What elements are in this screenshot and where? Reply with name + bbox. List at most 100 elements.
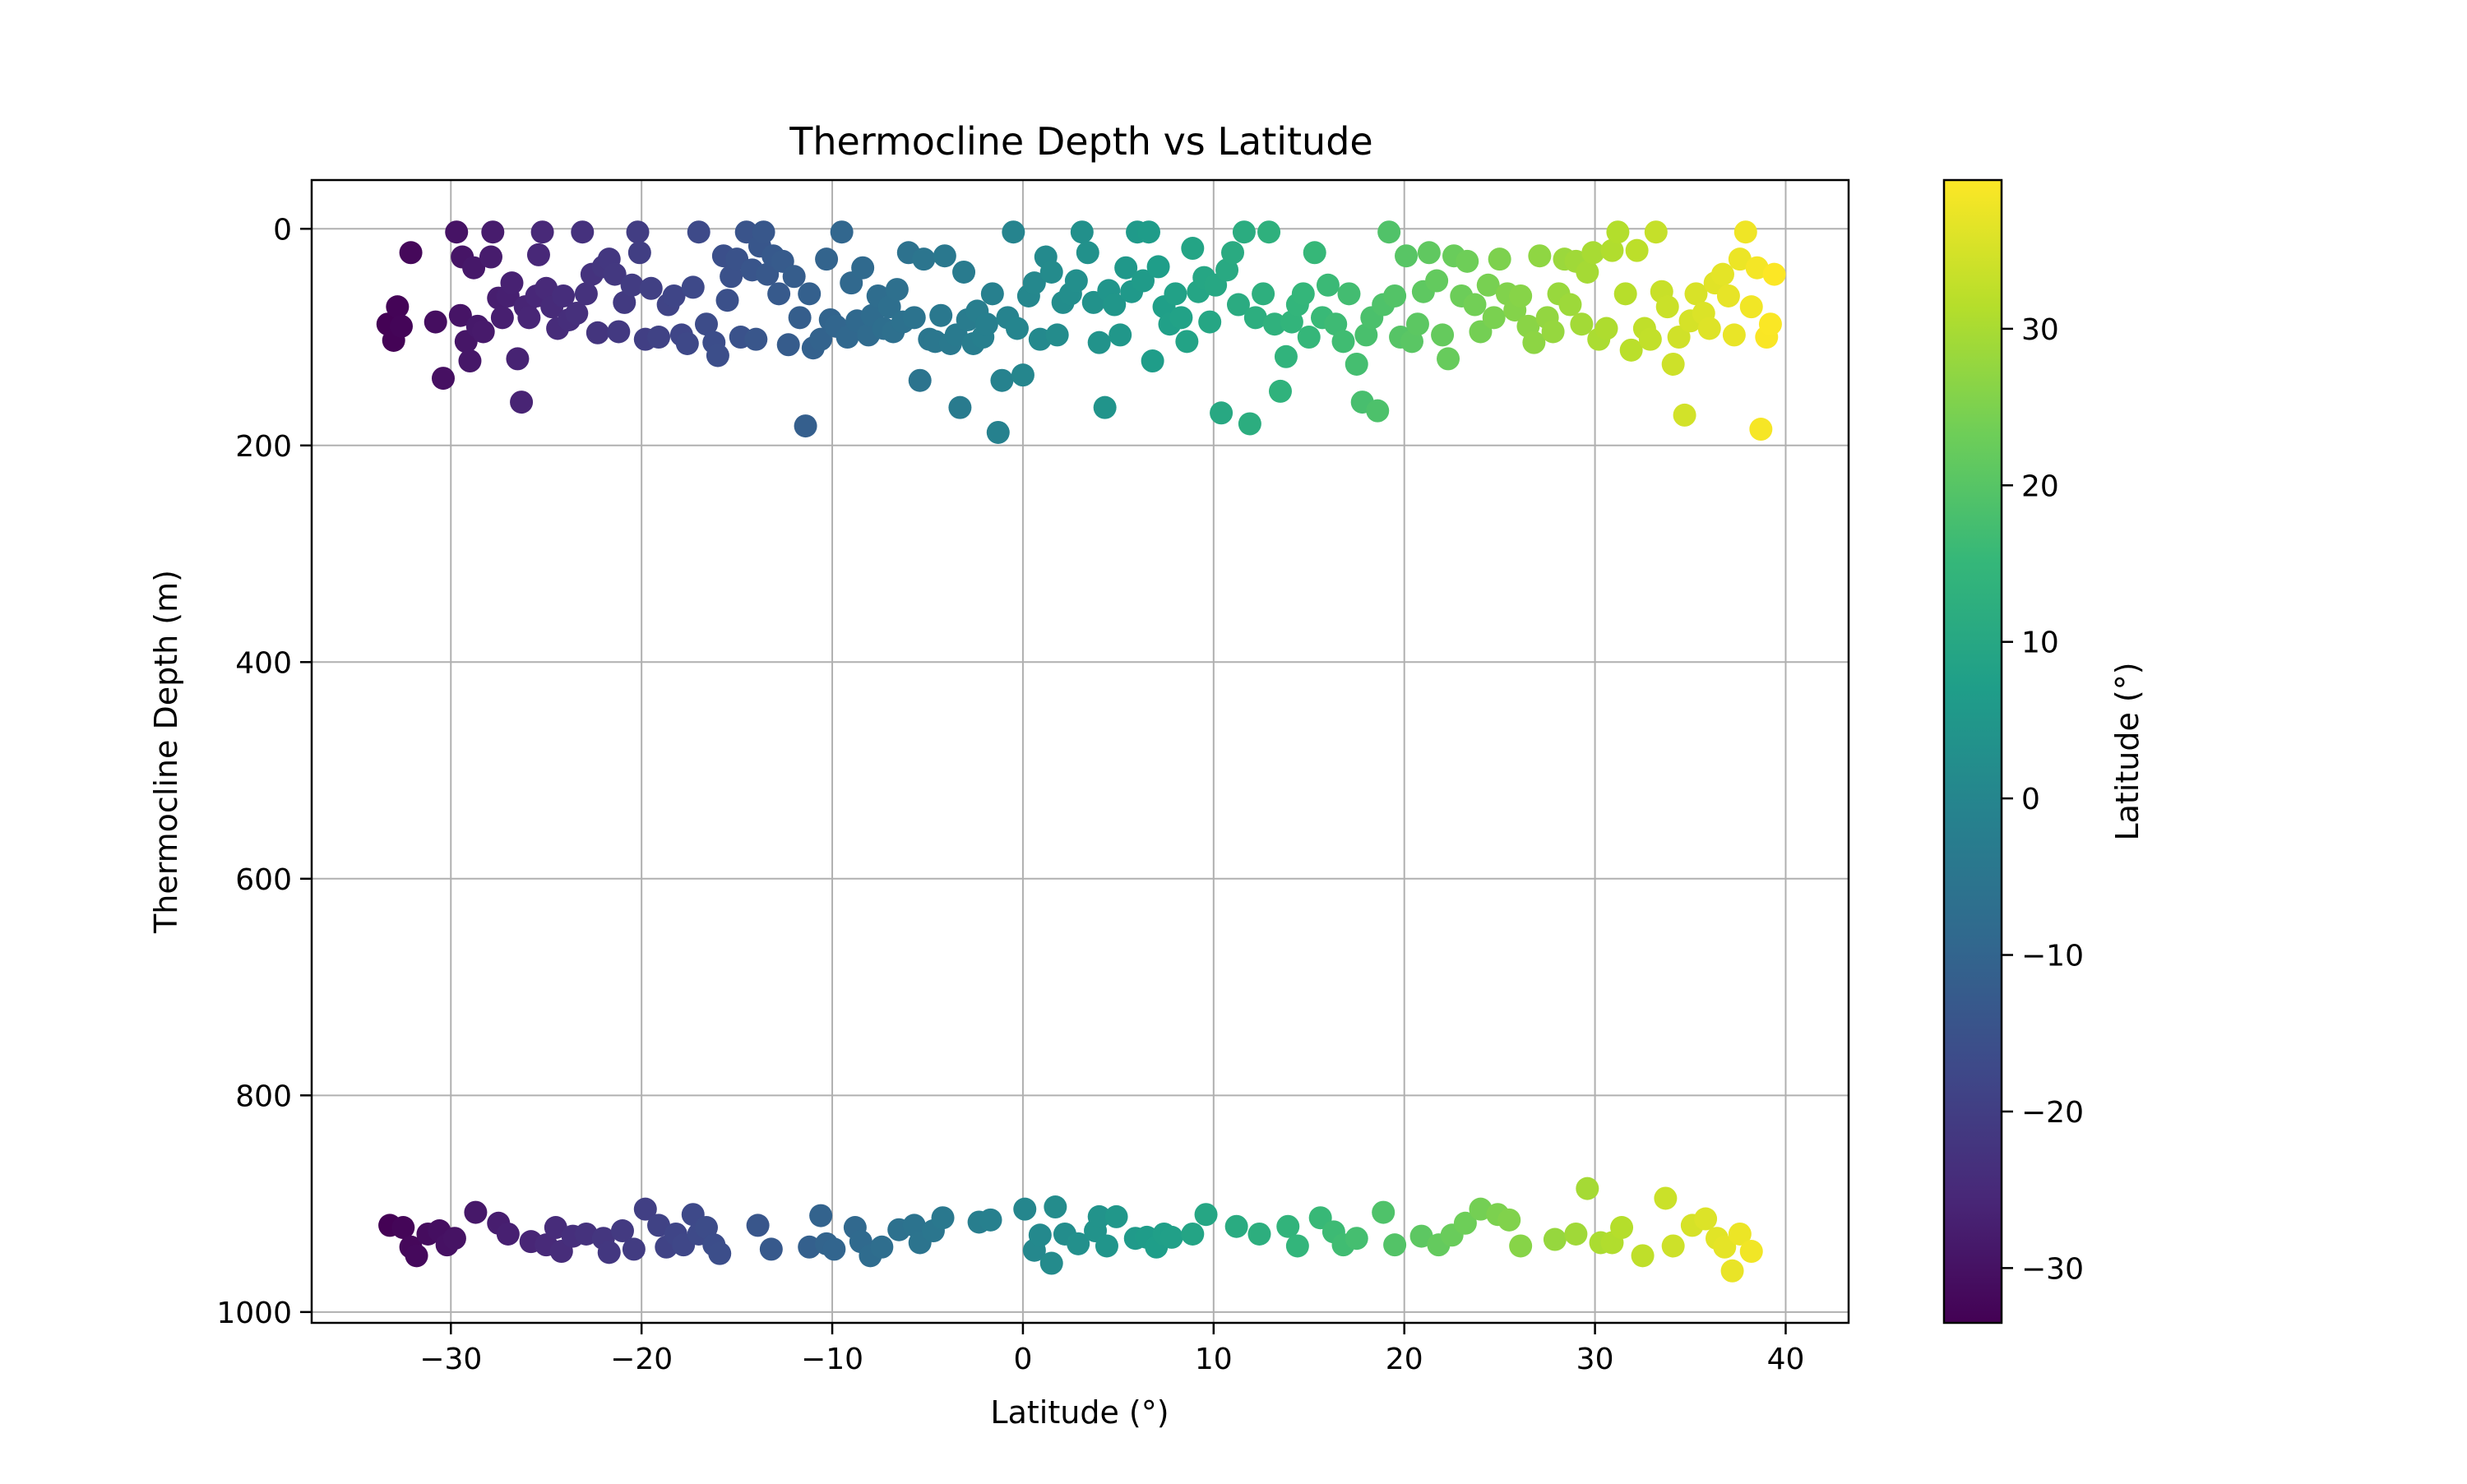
- data-point: [1247, 1222, 1271, 1246]
- plot-frame: [310, 178, 1850, 1325]
- colorbar-tick-label: −30: [2021, 1252, 2084, 1286]
- data-point: [1104, 1204, 1128, 1228]
- data-point: [759, 1237, 783, 1261]
- data-point: [1383, 1233, 1407, 1257]
- y-tick-label: 200: [235, 430, 292, 464]
- data-point: [902, 1214, 926, 1237]
- data-point: [1710, 262, 1734, 286]
- data-point: [1210, 401, 1234, 425]
- data-point: [1372, 1200, 1395, 1224]
- data-point: [1667, 326, 1691, 349]
- data-point: [851, 256, 875, 280]
- data-points: [376, 220, 1786, 1283]
- data-point: [1070, 220, 1094, 244]
- data-point: [389, 314, 413, 338]
- data-point: [979, 1208, 1002, 1232]
- data-point: [675, 331, 699, 355]
- data-point: [471, 320, 495, 344]
- data-point: [990, 368, 1014, 392]
- data-point: [1453, 1211, 1477, 1235]
- data-point: [798, 1235, 822, 1259]
- data-point: [1739, 295, 1763, 319]
- data-point: [613, 290, 636, 314]
- data-point: [1291, 282, 1315, 306]
- data-point: [1002, 220, 1025, 244]
- data-point: [496, 1222, 520, 1246]
- data-point: [986, 420, 1010, 444]
- data-point: [481, 220, 505, 244]
- data-point: [1728, 1222, 1752, 1246]
- data-point: [1654, 1186, 1678, 1210]
- data-point: [1720, 1259, 1744, 1283]
- data-point: [782, 265, 806, 289]
- data-point: [565, 302, 589, 326]
- data-point: [607, 320, 631, 344]
- x-tick-label: −10: [801, 1343, 863, 1376]
- data-point: [391, 1216, 415, 1240]
- data-point: [639, 276, 663, 300]
- data-point: [1713, 1235, 1737, 1259]
- data-point: [571, 220, 595, 244]
- data-point: [1377, 220, 1401, 244]
- data-point: [1476, 273, 1500, 297]
- data-point: [756, 262, 780, 286]
- data-point: [442, 1227, 466, 1251]
- data-point: [798, 282, 822, 306]
- data-point: [1114, 256, 1138, 280]
- colorbar-tick-label: −10: [2021, 940, 2084, 973]
- data-point: [506, 347, 530, 371]
- data-point: [1613, 282, 1637, 306]
- data-point: [597, 1241, 621, 1264]
- data-point: [1276, 1214, 1300, 1238]
- data-point: [647, 326, 671, 349]
- data-point: [1136, 220, 1160, 244]
- data-point: [1655, 295, 1679, 319]
- data-point: [1141, 349, 1164, 373]
- data-point: [1337, 282, 1361, 306]
- data-point: [622, 1237, 646, 1261]
- data-point: [386, 295, 410, 319]
- data-point: [399, 241, 423, 265]
- data-point: [448, 303, 472, 327]
- data-point: [809, 1204, 833, 1227]
- data-point: [432, 367, 456, 391]
- data-point: [1064, 269, 1088, 293]
- data-point: [948, 395, 972, 419]
- data-point: [1045, 323, 1069, 347]
- x-tick-label: −30: [419, 1343, 482, 1376]
- data-point: [1175, 330, 1199, 354]
- data-point: [1354, 323, 1378, 347]
- data-point: [1425, 269, 1449, 293]
- x-tick-label: −20: [610, 1343, 673, 1376]
- data-point: [1638, 327, 1662, 351]
- x-tick-label: 40: [1767, 1343, 1805, 1376]
- data-point: [1103, 293, 1127, 317]
- data-point: [1400, 330, 1423, 354]
- data-point: [517, 306, 541, 330]
- data-point: [1564, 1222, 1588, 1246]
- data-point: [445, 220, 469, 244]
- data-point: [1543, 1227, 1567, 1251]
- data-point: [1570, 312, 1594, 336]
- data-point: [822, 1237, 846, 1261]
- data-point: [1226, 293, 1250, 317]
- x-axis: −30 −20 −10 0 10 20 30 40: [419, 1323, 1804, 1376]
- grid-lines: [312, 180, 1849, 1323]
- data-point: [1541, 320, 1565, 344]
- data-point: [752, 220, 775, 244]
- data-point: [1224, 1214, 1248, 1238]
- data-point: [1087, 331, 1111, 354]
- data-point: [500, 271, 524, 295]
- data-point: [1697, 317, 1721, 340]
- data-point: [1345, 352, 1368, 376]
- data-point: [490, 306, 514, 330]
- data-point: [1215, 258, 1239, 282]
- data-point: [1595, 317, 1618, 340]
- data-point: [1366, 399, 1390, 423]
- data-point: [1331, 330, 1355, 354]
- data-point: [1013, 1197, 1037, 1221]
- data-point: [1132, 269, 1155, 293]
- data-point: [1252, 282, 1275, 306]
- data-point: [1733, 220, 1757, 244]
- x-tick-label: 10: [1195, 1343, 1233, 1376]
